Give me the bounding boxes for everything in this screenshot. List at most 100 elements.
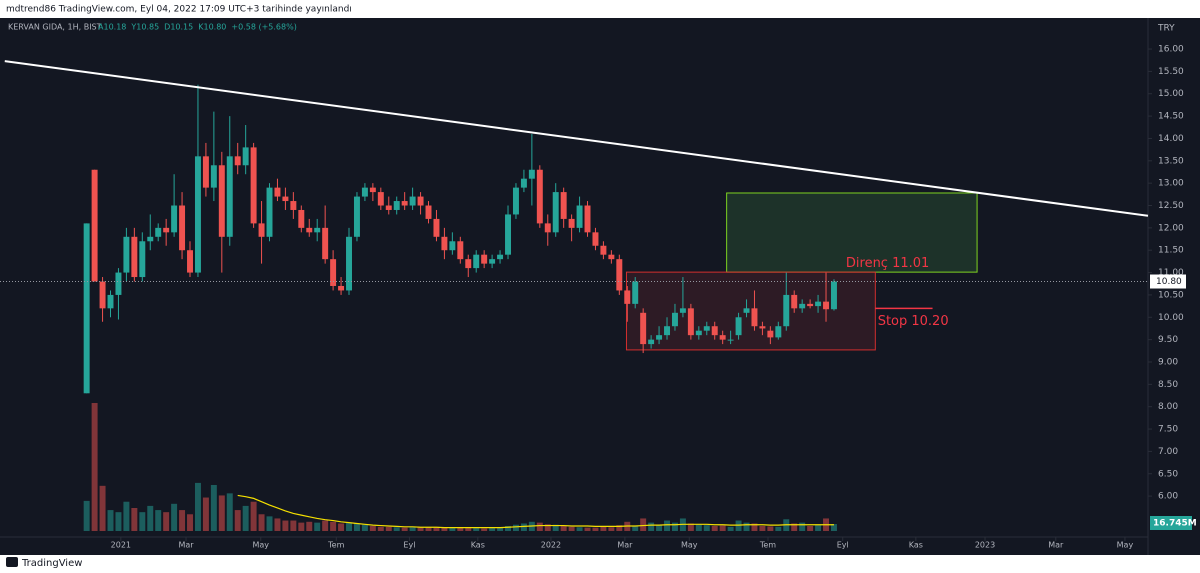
x-tick-label: 2023 — [975, 541, 995, 550]
annotation: Stop 10.20 — [878, 314, 949, 329]
volume-bar — [187, 514, 193, 531]
volume-bar — [727, 526, 734, 531]
volume-bar — [369, 525, 376, 531]
y-tick-label: 9.00 — [1158, 357, 1178, 367]
candle-body — [512, 187, 519, 215]
volume-bar — [457, 527, 464, 531]
volume-bar — [385, 526, 392, 531]
candle-body — [481, 254, 488, 264]
candle-body — [473, 254, 480, 269]
volume-bar — [274, 518, 281, 531]
volume-bar — [139, 512, 146, 531]
y-tick-label: 10.50 — [1158, 290, 1184, 300]
candle-body — [91, 169, 98, 282]
volume-bar — [83, 500, 90, 531]
candle-body — [393, 201, 400, 210]
volume-bar — [497, 527, 504, 531]
y-tick-label: 6.00 — [1158, 492, 1178, 502]
candle-body — [568, 218, 575, 228]
candle-body — [497, 254, 504, 260]
volume-bar — [703, 525, 710, 531]
candle-body — [807, 303, 814, 307]
ohlc-label: Y10.85 — [130, 23, 159, 32]
volume-bar — [250, 501, 257, 531]
volume-bar — [465, 528, 472, 531]
y-tick-label: 12.00 — [1158, 223, 1184, 233]
volume-bar — [210, 484, 217, 531]
candle-body — [218, 165, 225, 237]
y-tick-label: 13.50 — [1158, 156, 1184, 166]
volume-bar — [417, 527, 424, 531]
candle-body — [107, 294, 114, 309]
volume-bar — [687, 523, 694, 531]
candle-body — [703, 326, 710, 331]
candle-body — [743, 308, 750, 313]
candle-body — [584, 205, 591, 233]
candle-body — [671, 312, 678, 327]
ohlc-label: A10.18 — [98, 23, 126, 32]
volume-bar — [409, 527, 416, 531]
volume-bar — [131, 507, 138, 531]
y-tick-label: 7.00 — [1158, 447, 1178, 457]
volume-bar — [433, 527, 440, 531]
volume-bar — [306, 521, 313, 531]
logo-icon — [6, 557, 18, 567]
candle-body — [664, 326, 670, 336]
candle-body — [202, 156, 209, 188]
candle-body — [624, 290, 631, 304]
volume-bar — [489, 528, 496, 531]
volume-bar — [171, 503, 178, 531]
candle-body — [465, 259, 472, 269]
volume-bar — [815, 525, 822, 531]
volume-bar — [735, 520, 742, 531]
candle-body — [727, 339, 734, 341]
x-tick-label: Mar — [178, 541, 194, 550]
volume-bar — [576, 527, 583, 531]
y-tick-label: 8.00 — [1158, 402, 1178, 412]
chart-area — [0, 18, 1200, 555]
candle-body — [656, 335, 663, 340]
volume-bar — [767, 526, 774, 531]
candle-body — [799, 303, 806, 309]
y-tick-label: 7.50 — [1158, 425, 1178, 435]
candle-body — [520, 178, 527, 188]
candle-body — [330, 259, 337, 286]
y-tick-label: 6.50 — [1158, 469, 1178, 479]
candle-body — [687, 308, 694, 336]
candle-body — [695, 330, 702, 336]
volume-bar — [481, 528, 488, 531]
y-tick-label: 8.50 — [1158, 380, 1178, 390]
volume-bar — [163, 512, 170, 531]
candle-body — [322, 227, 329, 260]
volume-bar — [648, 522, 655, 531]
x-tick-label: May — [252, 541, 269, 550]
x-tick-label: Tem — [327, 541, 344, 550]
volume-bar — [425, 527, 432, 531]
x-tick-label: Eyl — [837, 541, 849, 550]
candle-body — [505, 214, 511, 255]
volume-bar — [266, 516, 273, 531]
x-tick-label: Mar — [1048, 541, 1064, 550]
volume-bar — [353, 523, 360, 531]
candle-body — [266, 187, 273, 237]
candle-body — [99, 281, 106, 309]
volume-bar — [608, 527, 615, 531]
y-tick-label: 14.00 — [1158, 134, 1184, 144]
last-price-label: 10.80 — [1156, 277, 1182, 287]
volume-bar — [568, 526, 575, 531]
volume-bar — [338, 523, 345, 531]
candle-body — [608, 254, 615, 260]
trend-line — [4, 60, 1149, 217]
candle-body — [815, 301, 822, 307]
volume-bar — [640, 518, 647, 531]
x-tick-label: Kas — [471, 541, 485, 550]
volume-bar — [656, 524, 663, 531]
y-tick-label: 11.00 — [1158, 268, 1184, 278]
candle-body — [401, 201, 408, 206]
candle-body — [791, 294, 798, 309]
candle-body — [751, 308, 758, 327]
volume-bar — [584, 527, 591, 531]
candle-body — [187, 250, 193, 273]
last-price-box — [1150, 274, 1186, 289]
